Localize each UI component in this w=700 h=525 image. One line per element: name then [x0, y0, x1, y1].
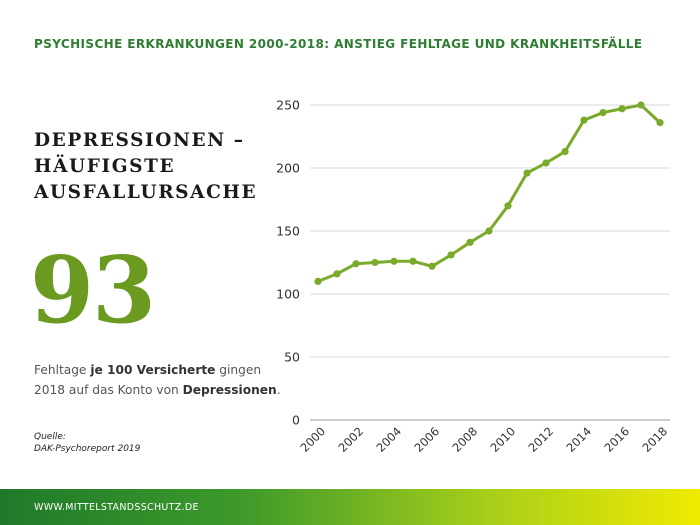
data-point — [561, 148, 569, 156]
headline-line-3: AUSFALLURSACHE — [34, 182, 258, 203]
data-point — [599, 108, 607, 117]
data-point — [637, 101, 645, 109]
stat-description: Fehltage je 100 Versicherte gingen 2018 … — [34, 360, 284, 400]
headline-line-1: DEPRESSIONEN – — [34, 130, 245, 151]
data-point — [523, 169, 531, 177]
series-line — [317, 103, 662, 283]
y-tick-label: 250 — [276, 98, 300, 113]
footer-bar: WWW.MITTELSTANDSSCHUTZ.DE — [0, 489, 700, 525]
x-tick-label: 2016 — [602, 424, 633, 455]
page-title: PSYCHISCHE ERKRANKUNGEN 2000-2018: ANSTI… — [34, 37, 643, 51]
data-point — [333, 270, 341, 278]
data-point — [542, 159, 550, 167]
x-tick-label: 2002 — [336, 424, 367, 455]
data-point — [428, 262, 436, 270]
headline: DEPRESSIONEN – HÄUFIGSTE AUSFALLURSACHE — [34, 128, 284, 206]
data-point — [466, 238, 474, 246]
data-point — [314, 277, 322, 285]
y-tick-label: 150 — [276, 224, 300, 239]
source-note: Quelle: DAK-Psychoreport 2019 — [34, 431, 140, 455]
data-point — [390, 257, 398, 265]
desc-text-1: Fehltage — [34, 363, 91, 377]
headline-line-2: HÄUFIGSTE — [34, 156, 176, 177]
footer-url[interactable]: WWW.MITTELSTANDSSCHUTZ.DE — [34, 502, 199, 513]
desc-bold-2: Depressionen — [182, 383, 277, 397]
data-point — [580, 116, 588, 124]
data-point — [504, 202, 512, 210]
data-point — [485, 227, 493, 235]
data-point — [371, 258, 379, 267]
y-tick-label: 50 — [284, 350, 300, 365]
data-point — [409, 257, 417, 265]
x-tick-label: 2004 — [374, 424, 405, 455]
desc-text-3: . — [276, 383, 281, 397]
y-tick-label: 0 — [292, 413, 300, 428]
data-point — [656, 119, 664, 127]
x-tick-label: 2018 — [640, 424, 671, 455]
x-tick-label: 2008 — [450, 424, 481, 455]
desc-bold-1: je 100 Versicherte — [90, 363, 216, 377]
source-label: Quelle: — [34, 432, 66, 442]
data-point — [618, 105, 626, 113]
data-point — [447, 251, 455, 259]
x-tick-label: 2010 — [488, 424, 519, 455]
x-tick-label: 2006 — [412, 424, 443, 455]
x-tick-label: 2000 — [298, 424, 329, 455]
data-point — [352, 260, 360, 268]
source-text: DAK-Psychoreport 2019 — [34, 444, 141, 454]
x-tick-label: 2012 — [526, 424, 557, 455]
y-tick-label: 200 — [276, 161, 300, 176]
y-tick-label: 100 — [276, 287, 300, 302]
key-stat-number: 93 — [30, 236, 156, 344]
desc-text-2: gingen 2018 auf das Konto von — [34, 363, 262, 397]
x-tick-label: 2014 — [564, 424, 595, 455]
